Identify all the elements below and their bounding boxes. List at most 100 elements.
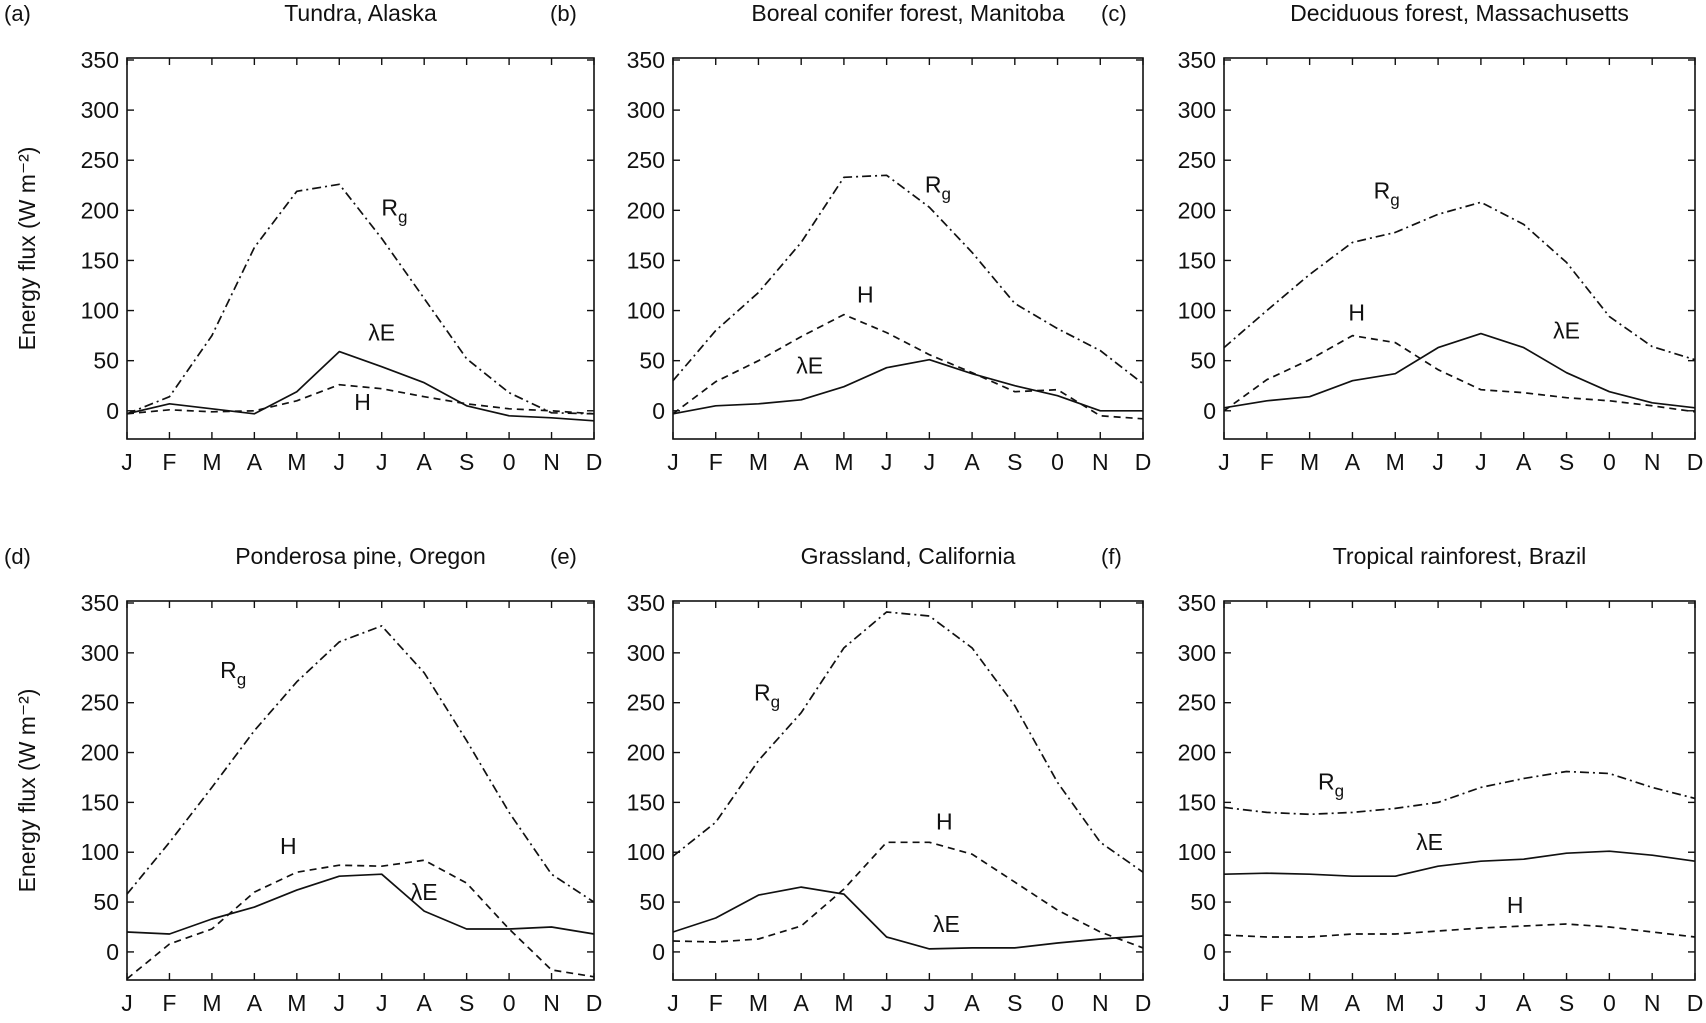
x-tick-label: J [924,449,936,475]
x-tick-label: J [334,990,346,1016]
x-tick-label: J [121,990,133,1016]
y-axis-label: Energy flux (W m⁻²) [14,147,40,351]
y-axis-label: Energy flux (W m⁻²) [14,689,40,893]
x-tick-label: D [586,449,603,475]
x-tick-label: 0 [503,449,516,475]
series-label-lE: λE [933,911,960,937]
x-tick-label: N [543,449,560,475]
panel-b: (b) Boreal conifer forest, Manitoba 0 50 100… [550,0,1151,475]
x-tick-label: M [834,990,853,1016]
y-tick-label: 200 [627,197,665,223]
x-tick-label: A [247,990,263,1016]
series-label-H: H [857,282,874,308]
series-line-H [672,313,1144,420]
y-tick-label: 350 [81,47,119,73]
x-tick-label: S [1559,449,1574,475]
y-tick-label: 150 [81,247,119,273]
x-tick-label: A [417,990,433,1016]
series-label-H: H [936,808,953,834]
series-label-H: H [354,389,371,415]
x-tick-label: M [834,449,853,475]
x-tick-label: F [162,990,176,1016]
x-tick-label: J [334,449,346,475]
panel-d: (d) Ponderosa pine, Oregon Energy flux (W … [4,543,602,1016]
series-label-H: H [1348,300,1365,326]
y-tick-label: 350 [627,590,665,616]
x-tick-label: F [1260,990,1274,1016]
x-tick-label: 0 [1051,990,1064,1016]
y-tick-label: 250 [81,147,119,173]
plot-frame [1223,57,1696,440]
series-line-lE [1223,332,1696,409]
x-tick-label: 0 [1051,449,1064,475]
x-tick-label: D [586,990,603,1016]
panel-label: (b) [550,1,577,26]
x-tick-label: J [1218,990,1230,1016]
x-tick-label: A [417,449,433,475]
x-tick-label: A [964,449,980,475]
series-label-Rg: Rg [754,680,780,712]
y-tick-label: 50 [93,889,119,915]
panel-c: (c) Deciduous forest, Massachusetts 0 50 100… [1101,0,1703,475]
x-tick-label: N [1644,449,1661,475]
y-tick-label: 0 [1203,398,1216,424]
x-tick-label: A [1345,990,1361,1016]
y-tick-label: 200 [1178,740,1216,766]
x-tick-label: 0 [503,990,516,1016]
x-tick-label: F [709,990,723,1016]
x-tick-label: D [1135,990,1152,1016]
x-tick-label: J [376,449,388,475]
series-line-H [1223,923,1696,938]
plot-frame [126,600,595,981]
series-line-Rg [126,625,595,903]
x-tick-label: J [881,449,893,475]
series-line-H [672,841,1144,949]
x-tick-label: J [881,990,893,1016]
x-tick-label: M [1386,449,1405,475]
series-line-Rg [1223,201,1696,361]
series-label-lE: λE [411,879,438,905]
x-tick-label: J [667,449,679,475]
y-tick-label: 150 [1178,789,1216,815]
x-tick-label: N [1092,449,1109,475]
panel-f: (f) Tropical rainforest, Brazil 0 50 100 150 2… [1101,543,1703,1016]
series-label-Rg: Rg [1318,768,1344,800]
x-tick-label: M [1300,449,1319,475]
x-tick-label: J [924,990,936,1016]
x-tick-label: M [202,990,221,1016]
panel-a: (a) Tundra, Alaska Energy flux (W m⁻²) 0 50 1… [4,0,602,475]
x-tick-label: A [1516,449,1532,475]
series-line-lE [672,358,1143,415]
y-tick-label: 300 [1178,97,1216,123]
x-tick-label: M [749,449,768,475]
y-tick-label: 250 [1178,690,1216,716]
y-tick-label: 350 [1178,47,1216,73]
panel-label: (c) [1101,1,1127,26]
plot-frame [672,600,1144,981]
y-tick-label: 300 [81,640,119,666]
series-line-lE [126,873,595,935]
y-tick-label: 350 [627,47,665,73]
x-tick-label: F [162,449,176,475]
x-tick-label: D [1135,449,1152,475]
y-tick-label: 100 [81,298,119,324]
x-tick-label: A [794,990,810,1016]
x-tick-label: J [1475,990,1487,1016]
x-tick-label: J [1432,449,1444,475]
x-tick-label: F [1260,449,1274,475]
series-label-H: H [1507,892,1524,918]
series-label-lE: λE [1553,318,1580,344]
x-tick-label: S [459,990,474,1016]
x-tick-label: N [543,990,560,1016]
panel-title: Grassland, California [801,543,1016,569]
y-tick-label: 100 [627,839,665,865]
y-tick-label: 0 [652,939,665,965]
series-label-Rg: Rg [1374,177,1400,209]
y-tick-label: 100 [1178,298,1216,324]
y-tick-label: 100 [1178,839,1216,865]
series-line-H [126,383,595,415]
series-label-Rg: Rg [925,171,951,203]
panel-e: (e) Grassland, California 0 50 100 150 200 250 3… [550,543,1151,1016]
x-tick-label: J [376,990,388,1016]
